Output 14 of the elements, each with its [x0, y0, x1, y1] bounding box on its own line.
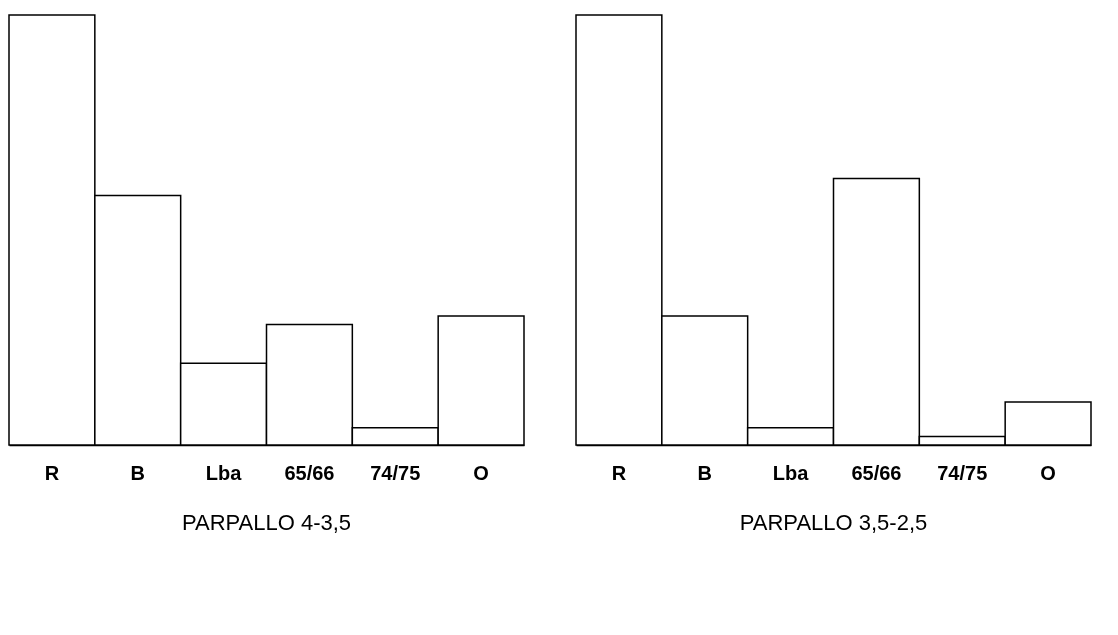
- x-tick-label: 65/66: [851, 461, 902, 484]
- x-tick-label: R: [611, 461, 627, 484]
- text: PARPALLO 3,5-2,5: [739, 510, 928, 535]
- x-tick-label: 74/75: [370, 461, 421, 484]
- x-tick-label: Lba: [205, 461, 243, 484]
- x-tick-label: B: [130, 461, 145, 484]
- text: PARPALLO 4-3,5: [181, 510, 352, 535]
- x-tick-label: 65/66: [284, 461, 335, 484]
- x-tick-label: O: [473, 461, 489, 484]
- x-tick-label: Lba: [772, 461, 810, 484]
- x-tick-label: B: [697, 461, 712, 484]
- x-tick-label: R: [44, 461, 60, 484]
- x-tick-label: O: [1040, 461, 1056, 484]
- x-tick-label: 74/75: [937, 461, 988, 484]
